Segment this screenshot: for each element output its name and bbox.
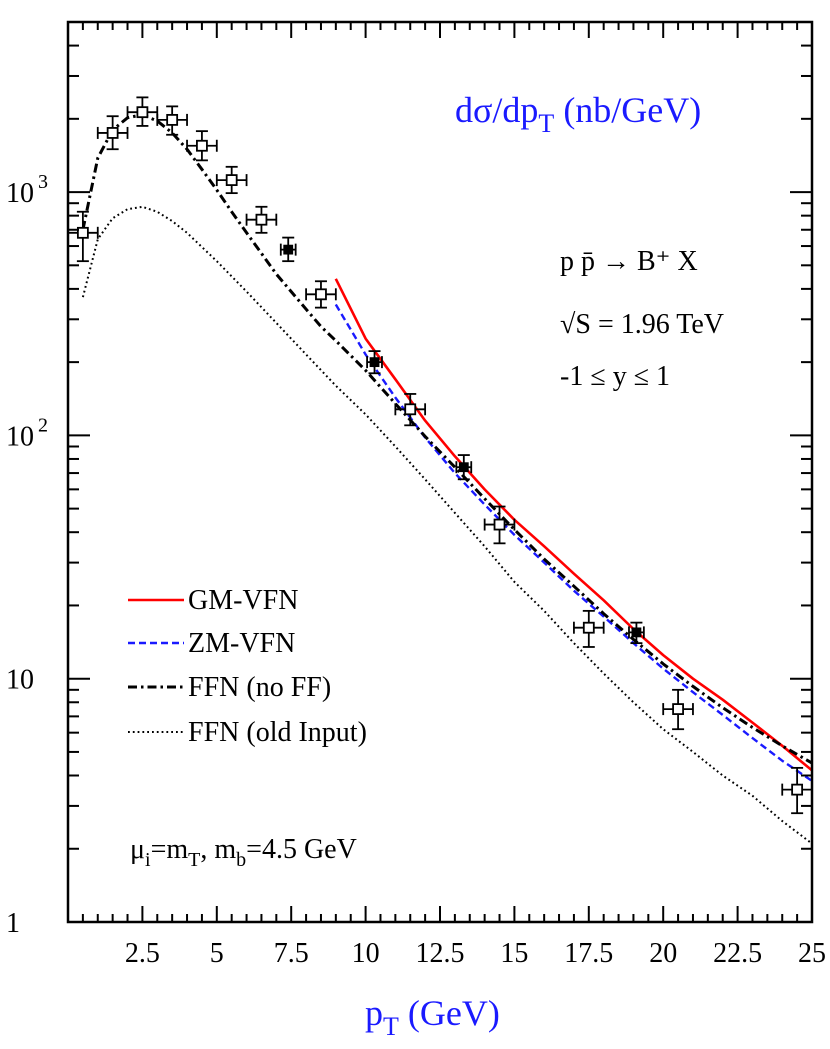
filled-square-marker xyxy=(631,627,642,638)
filled-square-marker xyxy=(369,357,380,368)
open-square-marker xyxy=(225,174,238,186)
legend-label: FFN (old Input) xyxy=(188,717,367,748)
x-tick-label: 7.5 xyxy=(274,938,309,969)
data-point xyxy=(186,130,218,162)
data-point xyxy=(662,688,694,731)
open-square-marker xyxy=(404,403,417,416)
data-point xyxy=(126,96,159,127)
legend-item: FFN (old Input) xyxy=(128,717,367,748)
data-point xyxy=(483,505,516,545)
open-square-marker xyxy=(672,703,684,715)
axis-ticks xyxy=(68,21,812,922)
legend-label: GM-VFN xyxy=(188,585,298,616)
open-square-marker xyxy=(791,783,804,796)
open-square-marker xyxy=(76,226,89,239)
x-axis-title: pT (GeV) xyxy=(365,993,500,1041)
scale-note: μi=mT, mb=4.5 GeV xyxy=(130,834,357,871)
data-point xyxy=(156,105,188,136)
y-tick-label: 10 xyxy=(6,665,34,696)
series-ffn-old-input-line xyxy=(81,205,813,845)
x-tick-label: 25 xyxy=(798,938,826,969)
open-square-marker xyxy=(493,518,506,531)
x-tick-label: 2.5 xyxy=(125,938,160,969)
data-point xyxy=(455,454,473,481)
y-tick-label: 1 xyxy=(6,908,20,939)
legend-item: FFN (no FF) xyxy=(128,672,331,703)
open-square-marker xyxy=(196,139,208,152)
x-tick-label: 15 xyxy=(500,938,528,969)
filled-square-marker xyxy=(458,462,469,473)
open-square-marker xyxy=(106,127,119,139)
open-square-marker xyxy=(255,213,268,226)
data-point xyxy=(628,621,645,645)
open-square-marker xyxy=(136,106,149,119)
data-point xyxy=(366,350,383,375)
process-annotation: p p̄ → B⁺ X √S = 1.96 TeV -1 ≤ y ≤ 1 xyxy=(560,246,724,392)
x-tick-label: 20 xyxy=(649,938,677,969)
plot-frame xyxy=(66,20,814,924)
data-point xyxy=(279,236,297,263)
legend-item: GM-VFN xyxy=(128,585,298,616)
data-point xyxy=(96,115,129,151)
chart-title: dσ/dpT (nb/GeV) xyxy=(455,90,701,138)
data-point xyxy=(573,609,605,648)
legend-item: ZM-VFN xyxy=(128,628,295,659)
x-tick-label: 12.5 xyxy=(416,938,465,969)
filled-square-marker xyxy=(283,244,294,255)
data-point xyxy=(394,393,427,427)
y-tick-label: 10 2 xyxy=(6,414,48,452)
open-square-marker xyxy=(582,621,595,634)
data-point xyxy=(305,280,337,309)
open-square-marker xyxy=(315,288,327,301)
data-point xyxy=(245,205,278,234)
x-tick-label: 22.5 xyxy=(713,938,762,969)
x-tick-label: 10 xyxy=(352,938,380,969)
data-point xyxy=(215,165,248,195)
series-gm-vfn-line xyxy=(334,278,813,772)
open-square-marker xyxy=(166,113,179,126)
x-tick-label: 17.5 xyxy=(564,938,613,969)
data-points xyxy=(67,96,813,815)
legend: GM-VFN ZM-VFN FFN (no FF) FFN (old Input) xyxy=(128,585,367,748)
x-tick-labels: 2.5 5 7.5 10 12.5 15 17.5 20 22.5 25 xyxy=(125,938,826,969)
legend-label: ZM-VFN xyxy=(188,628,295,659)
series-ffn-no-ff-line xyxy=(81,113,813,765)
process-energy: √S = 1.96 TeV xyxy=(560,309,724,340)
x-tick-label: 5 xyxy=(210,938,224,969)
process-rapidity: -1 ≤ y ≤ 1 xyxy=(560,361,670,392)
y-tick-label: 10 3 xyxy=(6,171,48,209)
process-reaction: p p̄ → B⁺ X xyxy=(560,246,698,277)
legend-label: FFN (no FF) xyxy=(188,672,331,703)
